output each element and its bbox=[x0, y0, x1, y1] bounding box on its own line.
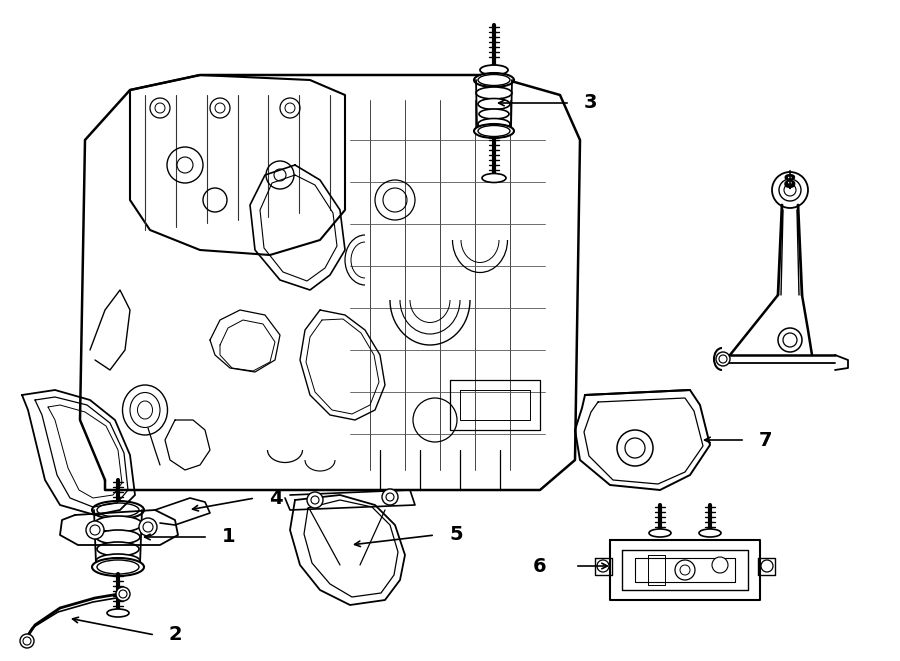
Ellipse shape bbox=[96, 554, 140, 568]
Ellipse shape bbox=[649, 529, 671, 537]
Circle shape bbox=[675, 560, 695, 580]
Circle shape bbox=[597, 560, 609, 572]
Ellipse shape bbox=[474, 73, 514, 87]
Text: 6: 6 bbox=[533, 557, 546, 576]
Ellipse shape bbox=[92, 501, 144, 519]
Ellipse shape bbox=[478, 118, 510, 130]
Ellipse shape bbox=[482, 173, 506, 182]
Circle shape bbox=[712, 557, 728, 573]
Circle shape bbox=[116, 587, 130, 601]
Ellipse shape bbox=[94, 516, 142, 532]
Circle shape bbox=[761, 560, 773, 572]
Ellipse shape bbox=[474, 124, 514, 138]
Ellipse shape bbox=[92, 558, 144, 576]
Ellipse shape bbox=[479, 109, 509, 119]
Text: 2: 2 bbox=[169, 625, 183, 644]
Circle shape bbox=[772, 172, 808, 208]
Text: 3: 3 bbox=[584, 93, 598, 112]
Text: 1: 1 bbox=[222, 527, 236, 547]
Ellipse shape bbox=[107, 609, 129, 617]
Ellipse shape bbox=[478, 98, 510, 110]
Circle shape bbox=[778, 328, 802, 352]
Text: 4: 4 bbox=[269, 488, 283, 508]
Circle shape bbox=[139, 518, 157, 536]
Ellipse shape bbox=[480, 65, 508, 75]
Circle shape bbox=[307, 492, 323, 508]
Text: 5: 5 bbox=[449, 525, 463, 545]
Ellipse shape bbox=[97, 542, 139, 556]
Circle shape bbox=[86, 521, 104, 539]
Text: 7: 7 bbox=[759, 430, 772, 449]
Ellipse shape bbox=[699, 529, 721, 537]
Circle shape bbox=[617, 430, 653, 466]
Ellipse shape bbox=[96, 530, 140, 544]
Circle shape bbox=[716, 352, 730, 366]
Text: 8: 8 bbox=[783, 173, 796, 192]
Circle shape bbox=[20, 634, 34, 648]
Ellipse shape bbox=[476, 87, 512, 99]
Circle shape bbox=[382, 489, 398, 505]
